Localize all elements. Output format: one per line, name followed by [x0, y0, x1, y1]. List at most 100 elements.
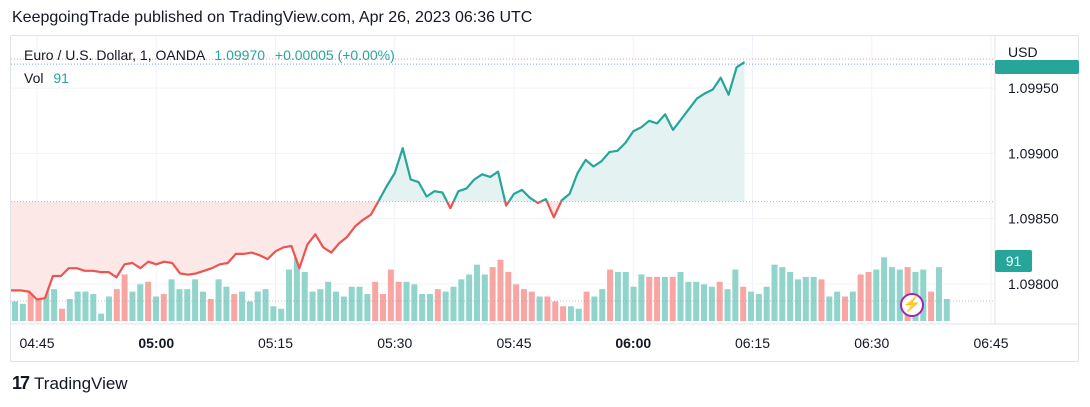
volume-bar — [317, 289, 324, 321]
volume-bar — [411, 284, 418, 321]
y-tick-label: 1.09950 — [1008, 80, 1059, 96]
volume-bar — [239, 291, 246, 321]
volume-bar — [802, 276, 809, 321]
volume-bar — [826, 296, 833, 321]
volume-bar — [520, 289, 527, 321]
above-baseline-area — [21, 62, 745, 202]
volume-bar — [599, 289, 606, 321]
volume-value: 91 — [53, 70, 69, 86]
volume-bar — [278, 308, 285, 321]
symbol-name[interactable]: Euro / U.S. Dollar, 1, OANDA — [24, 47, 205, 63]
volume-bar — [121, 274, 128, 321]
volume-bar — [348, 286, 355, 321]
symbol-legend: Euro / U.S. Dollar, 1, OANDA 1.09970 +0.… — [24, 47, 395, 63]
volume-bar — [583, 291, 590, 321]
volume-bar — [638, 274, 645, 321]
volume-bar — [82, 291, 89, 321]
volume-legend: Vol 91 — [24, 70, 69, 86]
volume-bar — [607, 269, 614, 321]
x-tick-label: 06:15 — [735, 335, 770, 351]
volume-bar — [560, 306, 567, 321]
volume-bar — [207, 298, 214, 321]
volume-bar — [152, 296, 159, 321]
volume-bar — [90, 294, 97, 321]
volume-bar — [356, 286, 363, 321]
volume-bar — [528, 291, 535, 321]
chart-frame — [10, 35, 1079, 362]
volume-bar — [35, 289, 42, 321]
volume-tag: 91 — [995, 250, 1032, 272]
last-price: 1.09970 — [214, 47, 266, 63]
last-price-tag — [995, 60, 1079, 74]
volume-bar — [66, 298, 73, 321]
x-tick-label: 06:45 — [973, 335, 1008, 351]
volume-bar — [333, 291, 340, 321]
volume-bar — [58, 308, 65, 321]
volume-bar — [818, 279, 825, 321]
flash-icon[interactable]: ⚡ — [900, 293, 924, 317]
x-tick-label: 04:45 — [19, 335, 54, 351]
volume-bar — [340, 296, 347, 321]
volume-bar — [536, 296, 543, 321]
volume-bar — [755, 294, 762, 321]
volume-bar — [113, 289, 120, 321]
volume-bar — [841, 296, 848, 321]
publish-header: KeepgoingTrade published on TradingView.… — [12, 9, 533, 26]
volume-bar — [105, 296, 112, 321]
volume-bar — [740, 286, 747, 321]
volume-bar — [309, 291, 316, 321]
volume-bar — [497, 259, 504, 321]
volume-bar — [184, 289, 191, 321]
volume-bar — [301, 272, 308, 321]
tradingview-logo-icon: 17 — [12, 373, 30, 393]
price-line-up — [376, 61, 746, 202]
volume-bar — [450, 286, 457, 321]
volume-bar — [387, 269, 394, 321]
volume-bar — [286, 269, 293, 321]
volume-bar — [748, 291, 755, 321]
volume-bar — [575, 308, 582, 321]
volume-bar — [426, 294, 433, 321]
volume-bar — [732, 269, 739, 321]
volume-bar — [434, 289, 441, 321]
volume-bar — [466, 274, 473, 321]
x-tick-label: 06:30 — [854, 335, 889, 351]
volume-bar — [865, 272, 872, 321]
volume-bar — [630, 286, 637, 321]
volume-label[interactable]: Vol — [24, 70, 44, 86]
volume-bar — [192, 279, 199, 321]
currency-label[interactable]: USD — [1008, 44, 1038, 60]
volume-bar — [567, 306, 574, 321]
volume-bar — [810, 276, 817, 321]
footer-branding[interactable]: 17 TradingView — [12, 373, 128, 394]
volume-bar — [646, 276, 653, 321]
volume-bar — [176, 289, 183, 321]
volume-bar — [231, 294, 238, 321]
volume-bar — [223, 286, 230, 321]
volume-bar — [145, 281, 152, 321]
volume-bar — [270, 306, 277, 321]
volume-bar — [669, 276, 676, 321]
volume-bar — [935, 267, 942, 321]
volume-bar — [849, 291, 856, 321]
volume-bar — [325, 281, 332, 321]
volume-bar — [544, 296, 551, 321]
volume-bar — [763, 286, 770, 321]
volume-bar — [168, 279, 175, 321]
y-tick-label: 1.09850 — [1008, 211, 1059, 227]
volume-bar — [505, 272, 512, 321]
volume-bar — [74, 291, 81, 321]
volume-bar — [12, 301, 18, 321]
volume-bar — [943, 298, 950, 321]
volume-bar — [43, 291, 50, 321]
volume-bar — [372, 281, 379, 321]
x-tick-label: 05:15 — [258, 335, 293, 351]
volume-bar — [380, 294, 387, 321]
volume-bar — [98, 313, 105, 321]
volume-bar — [795, 279, 801, 321]
volume-bar — [513, 284, 520, 321]
volume-bar — [199, 291, 206, 321]
volume-bar — [857, 274, 864, 321]
volume-bar — [873, 269, 880, 321]
